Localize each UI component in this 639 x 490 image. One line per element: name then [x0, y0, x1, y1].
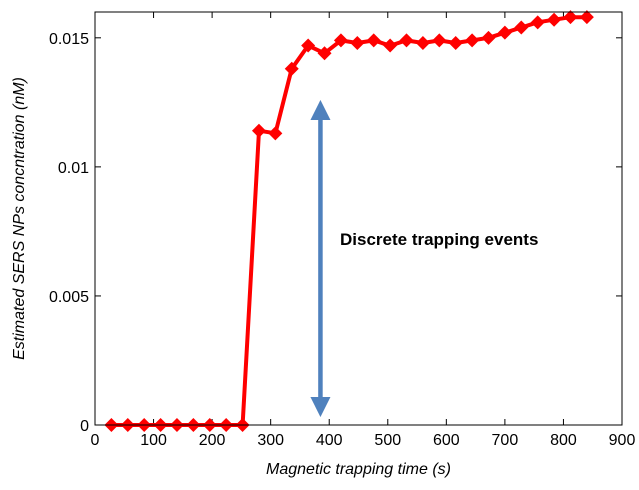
data-point — [399, 33, 414, 48]
x-tick-label: 800 — [550, 432, 577, 449]
x-tick-label: 300 — [257, 432, 284, 449]
x-tick-label: 100 — [140, 432, 167, 449]
data-point — [301, 38, 316, 53]
data-point — [317, 46, 332, 61]
data-point — [497, 25, 512, 40]
x-tick-label: 500 — [374, 432, 401, 449]
x-axis-label: Magnetic trapping time (s) — [266, 461, 451, 478]
x-tick-label: 400 — [316, 432, 343, 449]
y-tick-labels: 0 0.005 0.01 0.015 — [49, 31, 89, 435]
data-point — [268, 126, 283, 141]
y-tick-label: 0.01 — [58, 160, 89, 177]
x-tick-labels: 0 100 200 300 400 500 600 700 800 900 — [91, 432, 636, 449]
annotation-layer: Discrete trapping events — [310, 99, 538, 418]
x-tick-label: 700 — [492, 432, 519, 449]
data-point — [383, 38, 398, 53]
x-tick-label: 600 — [433, 432, 460, 449]
y-tick-label: 0.005 — [49, 289, 89, 306]
data-point — [432, 33, 447, 48]
y-tick-label: 0.015 — [49, 31, 89, 48]
data-point — [251, 123, 266, 138]
plot-frame — [94, 11, 623, 426]
x-tick-label: 0 — [91, 432, 100, 449]
data-point — [284, 61, 299, 76]
data-point — [579, 10, 594, 25]
data-point — [333, 33, 348, 48]
data-point — [563, 10, 578, 25]
x-tick-label: 900 — [609, 432, 636, 449]
data-point — [366, 33, 381, 48]
data-point — [547, 12, 562, 27]
data-point — [514, 20, 529, 35]
y-axis-label: Estimated SERS NPs concntration (nM) — [11, 77, 28, 360]
annotation-text: Discrete trapping events — [340, 230, 538, 249]
data-point — [481, 30, 496, 45]
data-point — [350, 35, 365, 50]
data-point — [415, 35, 430, 50]
data-point — [465, 33, 480, 48]
x-tick-label: 200 — [199, 432, 226, 449]
plot-area — [95, 12, 622, 425]
data-point — [530, 15, 545, 30]
y-tick-label: 0 — [80, 418, 89, 435]
data-point — [448, 35, 463, 50]
